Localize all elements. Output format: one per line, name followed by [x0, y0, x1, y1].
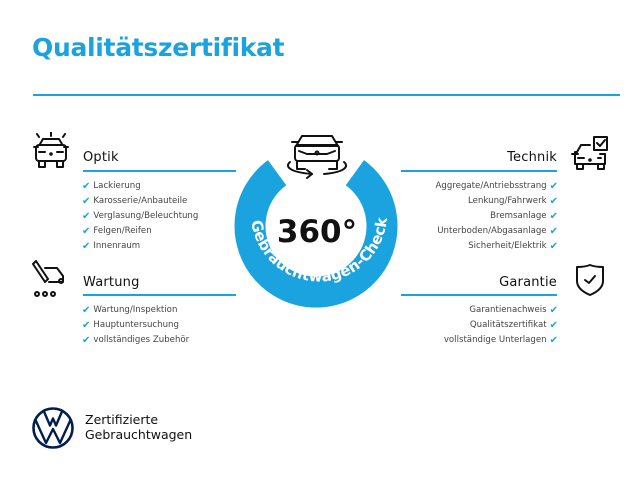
page-title: Qualitätszertifikat — [32, 33, 285, 62]
footer-line1: Zertifizierte — [85, 412, 159, 427]
car-checkbox-icon — [570, 135, 610, 175]
check-icon: ✔ — [549, 196, 558, 207]
item-label: Hauptuntersuchung — [93, 320, 179, 330]
service-tools-icon — [31, 260, 71, 298]
vw-logo — [32, 407, 74, 449]
item-label: vollständige Unterlagen — [443, 335, 547, 345]
check-icon: ✔ — [82, 241, 91, 252]
check-icon: ✔ — [82, 226, 91, 237]
360-check-badge: Gebrauchtwagen-Check 360° — [234, 135, 398, 308]
item-label: Karosserie/Anbauteile — [93, 196, 188, 206]
shield-check-icon — [575, 263, 605, 297]
list-item: ✔ Felgen/Reifen — [82, 224, 198, 239]
check-icon: ✔ — [82, 305, 91, 316]
check-icon: ✔ — [82, 335, 91, 346]
section-divider-wartung — [83, 294, 236, 296]
list-item: Sicherheit/Elektrik ✔ — [436, 239, 558, 254]
item-label: Aggregate/Antriebsstrang — [435, 181, 547, 191]
section-divider-technik — [401, 170, 557, 172]
item-label: Lackierung — [93, 181, 141, 191]
check-icon: ✔ — [82, 181, 91, 192]
item-label: Qualitätszertifikat — [469, 320, 547, 330]
list-item: ✔ Wartung/Inspektion — [82, 303, 189, 318]
section-heading-technik: Technik — [507, 150, 557, 165]
section-heading-optik: Optik — [83, 150, 119, 165]
check-icon: ✔ — [549, 335, 558, 346]
item-label: Bremsanlage — [490, 211, 547, 221]
check-icon: ✔ — [549, 241, 558, 252]
item-label: Sicherheit/Elektrik — [468, 241, 547, 251]
list-item: ✔ Hauptuntersuchung — [82, 318, 189, 333]
list-item: vollständige Unterlagen ✔ — [444, 333, 558, 348]
car-lights-icon — [31, 132, 71, 174]
list-item: Garantienachweis ✔ — [444, 303, 558, 318]
check-icon: ✔ — [549, 211, 558, 222]
list-wartung: ✔ Wartung/Inspektion ✔ Hauptuntersuchung ✔… — [82, 303, 189, 348]
item-label: Wartung/Inspektion — [93, 305, 178, 315]
section-divider-garantie — [401, 294, 557, 296]
item-label: Unterboden/Abgasanlage — [437, 226, 547, 236]
list-optik: ✔ Lackierung ✔ Karosserie/Anbauteile ✔ Verg… — [82, 179, 198, 254]
section-heading-wartung: Wartung — [83, 275, 140, 290]
list-item: Aggregate/Antriebsstrang ✔ — [436, 179, 558, 194]
section-divider-optik — [83, 170, 236, 172]
badge-ring — [234, 160, 398, 308]
list-item: ✔ Verglasung/Beleuchtung — [82, 209, 198, 224]
list-item: ✔ Karosserie/Anbauteile — [82, 194, 198, 209]
list-item: Unterboden/Abgasanlage ✔ — [436, 224, 558, 239]
list-item: ✔ Lackierung — [82, 179, 198, 194]
list-item: ✔ Innenraum — [82, 239, 198, 254]
section-heading-garantie: Garantie — [499, 275, 557, 290]
item-label: Verglasung/Beleuchtung — [93, 211, 199, 221]
360-value: 360° — [277, 214, 357, 250]
check-icon: ✔ — [82, 320, 91, 331]
list-technik: Aggregate/Antriebsstrang ✔ Lenkung/Fahrwe… — [436, 179, 558, 254]
check-icon: ✔ — [549, 305, 558, 316]
list-item: ✔ vollständiges Zubehör — [82, 333, 189, 348]
item-label: Garantienachweis — [469, 305, 547, 315]
check-icon: ✔ — [549, 320, 558, 331]
item-label: Lenkung/Fahrwerk — [468, 196, 547, 206]
footer-brand-text: Zertifizierte Gebrauchtwagen — [85, 412, 192, 442]
check-icon: ✔ — [549, 181, 558, 192]
list-item: Qualitätszertifikat ✔ — [444, 318, 558, 333]
item-label: Felgen/Reifen — [93, 226, 152, 236]
footer-line2: Gebrauchtwagen — [85, 427, 193, 442]
list-garantie: Garantienachweis ✔ Qualitätszertifikat ✔ v… — [444, 303, 558, 348]
list-item: Lenkung/Fahrwerk ✔ — [436, 194, 558, 209]
check-icon: ✔ — [82, 211, 91, 222]
item-label: Innenraum — [93, 241, 141, 251]
title-divider — [33, 94, 620, 96]
item-label: vollständiges Zubehör — [93, 335, 190, 345]
list-item: Bremsanlage ✔ — [436, 209, 558, 224]
check-icon: ✔ — [549, 226, 558, 237]
check-icon: ✔ — [82, 196, 91, 207]
car-rotate-icon — [286, 135, 348, 179]
